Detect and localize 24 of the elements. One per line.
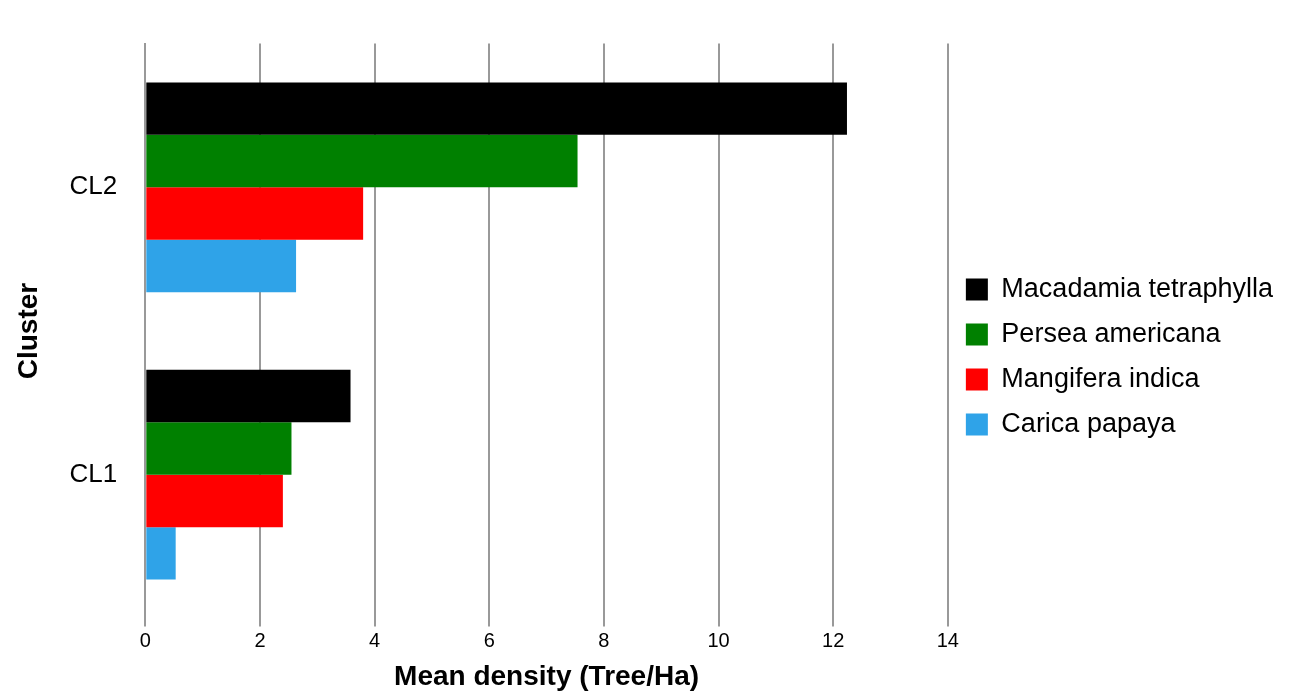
y-tick-label: CL2 bbox=[69, 170, 118, 201]
legend-label: Carica papaya bbox=[1001, 407, 1177, 438]
x-tick-label: 2 bbox=[254, 628, 266, 651]
bar bbox=[146, 239, 297, 293]
bar bbox=[146, 187, 364, 240]
x-axis-title: Mean density (Tree/Ha) bbox=[394, 659, 700, 691]
x-tick-label: 6 bbox=[483, 628, 495, 651]
legend-label: Persea americana bbox=[1001, 317, 1222, 348]
x-tick-label: 14 bbox=[936, 628, 959, 651]
bar bbox=[146, 369, 351, 423]
legend-label: Macadamia tetraphylla bbox=[1001, 272, 1274, 303]
x-tick-label: 0 bbox=[139, 628, 151, 651]
bar bbox=[146, 134, 578, 188]
x-tick-label: 10 bbox=[707, 628, 730, 651]
bar bbox=[146, 474, 283, 528]
y-tick-label: CL1 bbox=[69, 457, 118, 488]
bar bbox=[146, 82, 847, 135]
x-tick-label: 8 bbox=[598, 628, 610, 651]
legend-label: Mangifera indica bbox=[1001, 362, 1201, 393]
y-axis-title: Cluster bbox=[11, 282, 43, 380]
bar bbox=[146, 422, 292, 475]
x-tick-label: 4 bbox=[369, 628, 381, 651]
x-tick-label: 12 bbox=[822, 628, 845, 651]
bar bbox=[146, 527, 176, 580]
